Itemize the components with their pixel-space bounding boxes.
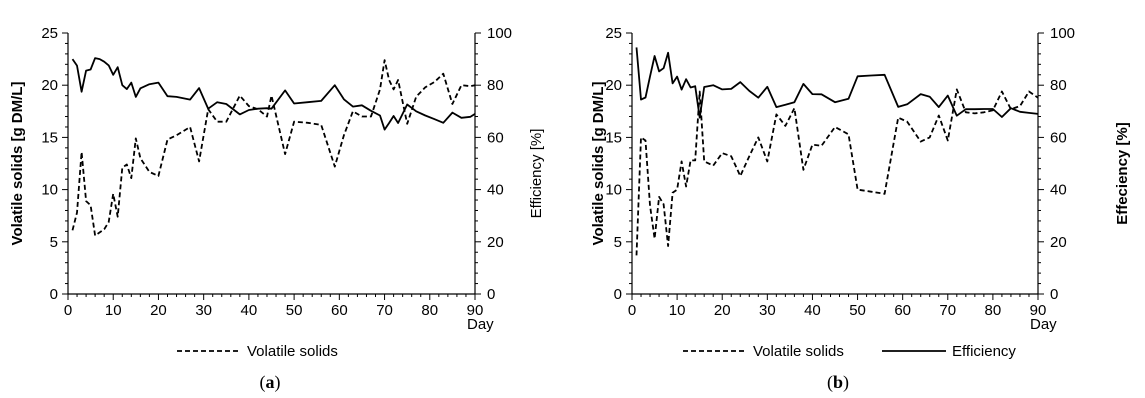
- x-tick-label: 20: [150, 302, 167, 319]
- legend-label-volatile-solids: Volatile solids: [247, 343, 338, 360]
- x-tick-label: 80: [421, 302, 438, 319]
- y-tick-label: 0: [50, 286, 58, 303]
- panel-label-open: (: [827, 372, 833, 393]
- y2-tick-label: 100: [1050, 25, 1075, 42]
- y2-tick-label: 20: [487, 234, 504, 251]
- y2-tick-label: 40: [487, 182, 504, 199]
- x-tick-label: 50: [286, 302, 303, 319]
- x-axis-label: Day: [1030, 316, 1057, 333]
- efficiency-series-line: [635, 47, 1039, 119]
- panel-label-close: ): [275, 372, 281, 393]
- y-tick-label: 15: [605, 129, 622, 146]
- y-tick-label: 5: [50, 234, 58, 251]
- y2-tick-label: 0: [487, 286, 495, 303]
- y-axis-label: Volatile solids [g DM/L]: [9, 82, 26, 246]
- y2-tick-label: 20: [1050, 234, 1067, 251]
- y2-tick-label: 80: [487, 77, 504, 94]
- volatile-solids-series-line: [635, 88, 1039, 256]
- y2-axis-label: Efficiency [%]: [528, 129, 545, 219]
- legend-label-efficiency: Efficiency: [952, 343, 1016, 360]
- x-tick-label: 60: [331, 302, 348, 319]
- y2-tick-label: 0: [1050, 286, 1058, 303]
- legend-label-volatile-solids: Volatile solids: [753, 343, 844, 360]
- y-tick-label: 10: [605, 182, 622, 199]
- panel-label: (b): [827, 372, 849, 393]
- y2-tick-label: 100: [487, 25, 512, 42]
- y2-tick-label: 60: [1050, 129, 1067, 146]
- panel-label: (a): [260, 372, 281, 393]
- efficiency-series-line: [71, 57, 476, 131]
- panel-label-letter: a: [266, 372, 275, 392]
- y2-tick-label: 60: [487, 129, 504, 146]
- panel-label-close: ): [843, 372, 849, 393]
- x-tick-label: 10: [105, 302, 122, 319]
- x-tick-label: 70: [376, 302, 393, 319]
- y-tick-label: 5: [614, 234, 622, 251]
- x-tick-label: 50: [849, 302, 866, 319]
- x-tick-label: 60: [894, 302, 911, 319]
- x-tick-label: 0: [628, 302, 636, 319]
- panel-label-open: (: [260, 372, 266, 393]
- y-axis-label: Volatile solids [g DM/L]: [590, 82, 607, 246]
- x-tick-label: 10: [669, 302, 686, 319]
- y-tick-label: 15: [41, 129, 58, 146]
- y-tick-label: 10: [41, 182, 58, 199]
- y2-tick-label: 40: [1050, 182, 1067, 199]
- x-tick-label: 40: [241, 302, 258, 319]
- y2-tick-label: 80: [1050, 77, 1067, 94]
- y2-axis-label: Effeciency [%]: [1114, 122, 1131, 225]
- x-tick-label: 30: [195, 302, 212, 319]
- panel-label-letter: b: [833, 372, 843, 392]
- x-tick-label: 90: [1030, 302, 1047, 319]
- y-tick-label: 25: [605, 25, 622, 42]
- x-tick-label: 30: [759, 302, 776, 319]
- y-tick-label: 20: [605, 77, 622, 94]
- x-axis-label: Day: [467, 316, 494, 333]
- x-tick-label: 40: [804, 302, 821, 319]
- y-tick-label: 20: [41, 77, 58, 94]
- volatile-solids-series-line: [71, 59, 476, 237]
- y-tick-label: 0: [614, 286, 622, 303]
- x-tick-label: 0: [64, 302, 72, 319]
- x-tick-label: 80: [985, 302, 1002, 319]
- y-tick-label: 25: [41, 25, 58, 42]
- x-tick-label: 20: [714, 302, 731, 319]
- x-tick-label: 90: [467, 302, 484, 319]
- x-tick-label: 70: [939, 302, 956, 319]
